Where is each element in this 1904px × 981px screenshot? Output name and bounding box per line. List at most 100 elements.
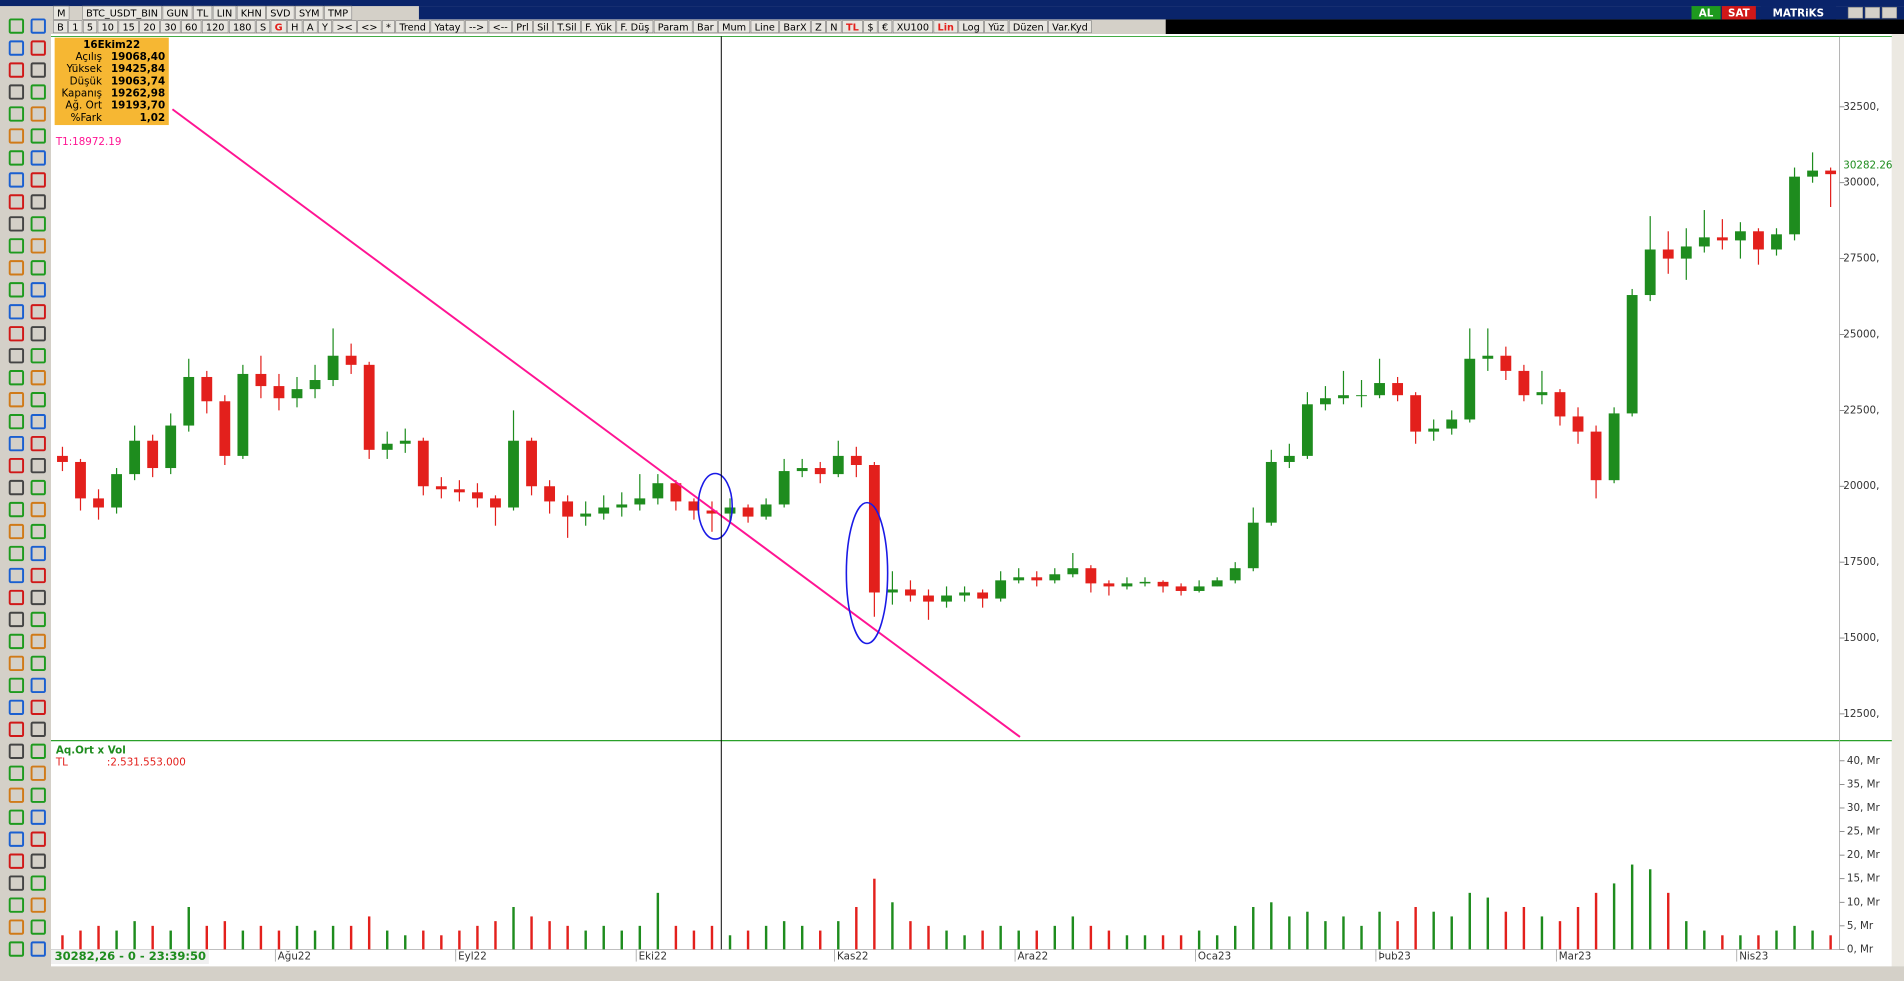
button-bg[interactable] bbox=[581, 20, 616, 34]
button-label[interactable]: TL bbox=[846, 22, 859, 33]
button-label[interactable]: 10 bbox=[102, 22, 114, 33]
button-bg[interactable] bbox=[533, 20, 553, 34]
tool-icon[interactable] bbox=[8, 457, 25, 474]
tool-icon[interactable] bbox=[8, 304, 25, 320]
tool-icon[interactable] bbox=[30, 765, 46, 781]
tool-icon[interactable] bbox=[30, 106, 46, 122]
tool-icon[interactable] bbox=[8, 414, 25, 430]
button-bg[interactable] bbox=[863, 20, 878, 34]
toolbar-button[interactable]: M bbox=[53, 5, 70, 20]
tool-icon[interactable] bbox=[30, 875, 46, 891]
tool-icon[interactable] bbox=[8, 787, 25, 803]
toolbar-button[interactable]: Log bbox=[958, 20, 984, 34]
button-bg[interactable] bbox=[270, 20, 287, 34]
button-label[interactable]: SYM bbox=[299, 8, 319, 19]
button-label[interactable]: 15 bbox=[122, 22, 134, 33]
tool-icon[interactable] bbox=[30, 523, 46, 540]
tool-icon[interactable] bbox=[30, 392, 46, 408]
toolbar-button[interactable]: 120 bbox=[201, 20, 229, 34]
button-bg[interactable] bbox=[933, 20, 958, 34]
button-bg[interactable] bbox=[324, 5, 353, 20]
toolbar-button[interactable]: SYM bbox=[295, 5, 324, 20]
toolbar-button[interactable]: Z bbox=[811, 20, 826, 34]
button-label[interactable]: B bbox=[57, 22, 64, 33]
tool-icon[interactable] bbox=[30, 809, 46, 825]
toolbar-button[interactable]: Var.Kyd bbox=[1048, 20, 1092, 34]
window-button[interactable] bbox=[1847, 6, 1864, 19]
tool-icon[interactable] bbox=[8, 633, 25, 650]
button-bg[interactable] bbox=[318, 20, 332, 34]
tool-icon[interactable] bbox=[8, 84, 25, 100]
button-label[interactable]: Z bbox=[815, 22, 822, 33]
toolbar-button[interactable]: GUN bbox=[162, 5, 193, 20]
tool-icon[interactable] bbox=[30, 260, 46, 276]
tool-icon[interactable] bbox=[30, 567, 46, 584]
toolbar-button[interactable]: H bbox=[287, 20, 303, 34]
button-label[interactable]: SAT bbox=[1728, 7, 1750, 19]
tool-icon[interactable] bbox=[30, 172, 46, 188]
button-label[interactable]: F. Düş bbox=[620, 22, 649, 33]
button-label[interactable]: Log bbox=[962, 22, 979, 33]
tool-icon[interactable] bbox=[8, 479, 25, 496]
button-bg[interactable] bbox=[512, 20, 533, 34]
button-bg[interactable] bbox=[68, 20, 83, 34]
button-label[interactable]: * bbox=[386, 22, 391, 33]
button-bg[interactable] bbox=[118, 20, 139, 34]
toolbar-button[interactable]: Mum bbox=[718, 20, 751, 34]
tool-icon[interactable] bbox=[30, 655, 46, 672]
button-label[interactable]: 180 bbox=[233, 22, 252, 33]
tool-icon[interactable] bbox=[30, 128, 46, 144]
toolbar-button[interactable]: Param bbox=[653, 20, 693, 34]
button-label[interactable]: Sil bbox=[537, 22, 549, 33]
tool-icon[interactable] bbox=[8, 435, 25, 452]
button-bg[interactable] bbox=[332, 20, 357, 34]
button-bg[interactable] bbox=[892, 20, 933, 34]
tool-icon[interactable] bbox=[8, 238, 25, 254]
toolbar-button[interactable]: G bbox=[270, 20, 287, 34]
toolbar-button[interactable]: BarX bbox=[779, 20, 811, 34]
button-bg[interactable] bbox=[465, 20, 489, 34]
tool-icon[interactable] bbox=[30, 282, 46, 298]
tool-icon[interactable] bbox=[30, 479, 46, 496]
toolbar-button[interactable]: SAT bbox=[1721, 6, 1756, 20]
tool-icon[interactable] bbox=[8, 370, 25, 386]
tool-icon[interactable] bbox=[30, 831, 46, 847]
button-bg[interactable] bbox=[430, 20, 465, 34]
button-label[interactable]: 30 bbox=[164, 22, 176, 33]
tool-icon[interactable] bbox=[8, 172, 25, 188]
button-label[interactable]: $ bbox=[867, 22, 873, 33]
toolbar-button[interactable]: Düzen bbox=[1008, 20, 1048, 34]
button-label[interactable]: GUN bbox=[167, 8, 189, 19]
button-label[interactable]: Yüz bbox=[987, 22, 1004, 33]
toolbar-button[interactable]: F. Yük bbox=[581, 20, 616, 34]
button-bg[interactable] bbox=[616, 20, 654, 34]
tool-icon[interactable] bbox=[8, 194, 25, 210]
toolbar-button[interactable]: 15 bbox=[118, 20, 139, 34]
button-bg[interactable] bbox=[826, 20, 842, 34]
button-bg[interactable] bbox=[984, 20, 1009, 34]
toolbar-button[interactable]: LIN bbox=[212, 5, 237, 20]
toolbar-button[interactable]: * bbox=[382, 20, 395, 34]
button-label[interactable]: 20 bbox=[143, 22, 155, 33]
tool-icon[interactable] bbox=[8, 721, 25, 737]
button-label[interactable]: BarX bbox=[783, 22, 807, 33]
button-bg[interactable] bbox=[653, 20, 693, 34]
tool-icon[interactable] bbox=[30, 457, 46, 474]
button-bg[interactable] bbox=[811, 20, 826, 34]
tool-icon[interactable] bbox=[30, 326, 46, 342]
button-label[interactable]: 1 bbox=[72, 22, 78, 33]
toolbar-button[interactable]: 180 bbox=[229, 20, 256, 34]
button-bg[interactable] bbox=[693, 20, 718, 34]
button-bg[interactable] bbox=[718, 20, 751, 34]
tool-icon[interactable] bbox=[30, 435, 46, 452]
tool-icon[interactable] bbox=[30, 501, 46, 518]
toolbar-button[interactable]: 5 bbox=[82, 20, 98, 34]
tool-icon[interactable] bbox=[30, 611, 46, 628]
tool-icon[interactable] bbox=[8, 348, 25, 364]
toolbar-button[interactable]: TL bbox=[192, 5, 213, 20]
toolbar-button[interactable]: KHN bbox=[236, 5, 266, 20]
button-bg[interactable] bbox=[266, 5, 295, 20]
button-label[interactable]: XU100 bbox=[897, 22, 929, 33]
tool-icon[interactable] bbox=[30, 84, 46, 100]
tool-icon[interactable] bbox=[8, 831, 25, 847]
